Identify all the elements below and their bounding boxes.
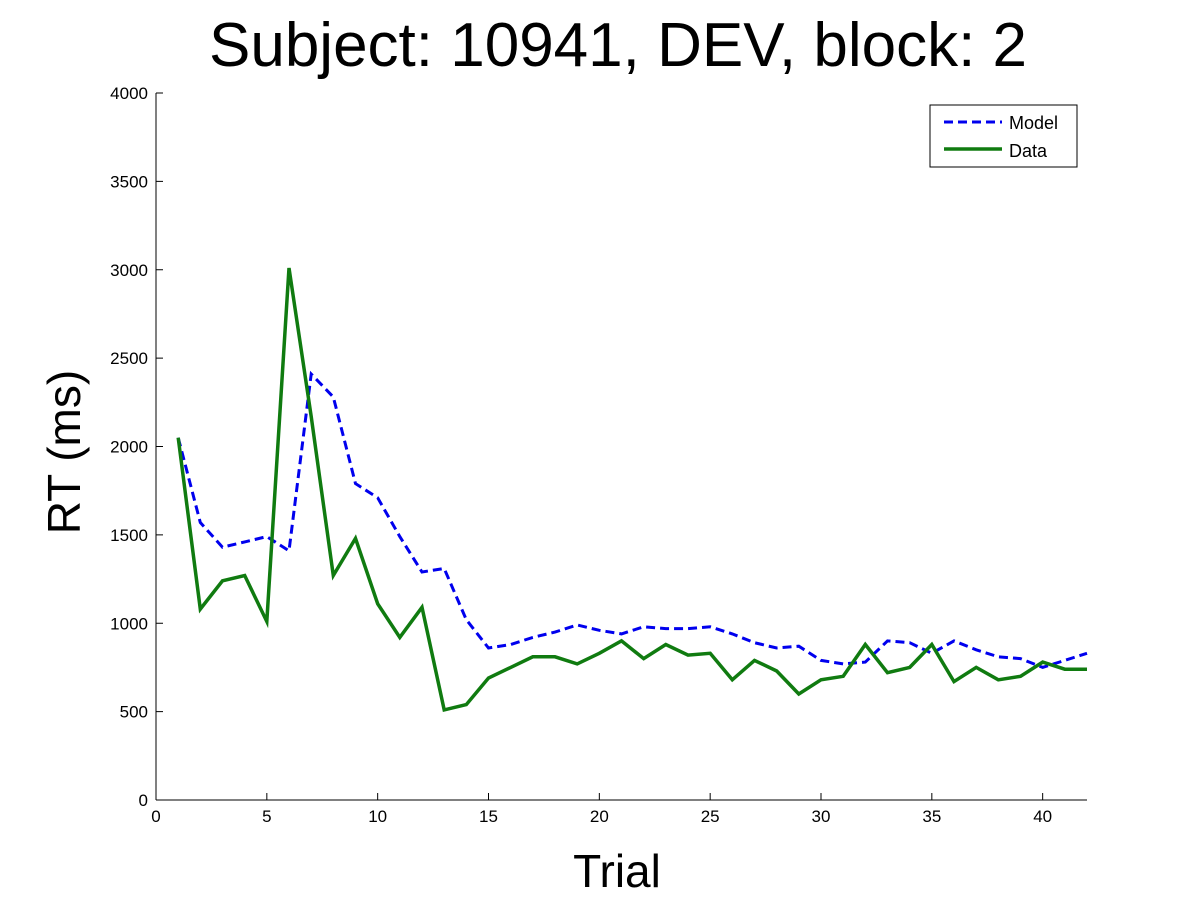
x-tick-label: 20	[590, 807, 609, 826]
y-tick-label: 500	[120, 703, 148, 722]
x-tick-label: 40	[1033, 807, 1052, 826]
legend: Model Data	[929, 104, 1078, 168]
x-tick-label: 35	[922, 807, 941, 826]
plot-background	[156, 93, 1087, 800]
y-tick-label: 2000	[110, 438, 148, 457]
chart-title: Subject: 10941, DEV, block: 2	[209, 11, 1027, 80]
y-ticks: 0 500 1000 1500 2000 2500 3000 3500 4000	[110, 84, 163, 810]
x-ticks: 0 5 10 15 20 25 30 35 40	[151, 793, 1052, 826]
x-tick-label: 15	[479, 807, 498, 826]
x-axis-label: Trial	[573, 845, 661, 897]
y-tick-label: 0	[139, 791, 148, 810]
y-tick-label: 4000	[110, 84, 148, 103]
plot-area	[156, 93, 1088, 800]
legend-label-model: Model	[1009, 113, 1058, 133]
legend-box	[929, 104, 1078, 168]
x-tick-label: 5	[262, 807, 271, 826]
series-line-data	[176, 267, 1087, 713]
y-tick-label: 1000	[110, 614, 148, 633]
x-tick-label: 30	[812, 807, 831, 826]
x-tick-label: 0	[151, 807, 160, 826]
y-tick-label: 3500	[110, 172, 148, 191]
legend-label-data: Data	[1009, 141, 1048, 161]
y-tick-label: 1500	[110, 526, 148, 545]
y-axis-label: RT (ms)	[38, 370, 90, 534]
series-layer	[176, 267, 1088, 713]
axes: 0 5 10 15 20 25 30 35 40 0 500 1000 1500 2000 2500 300…	[110, 84, 1087, 826]
x-tick-label: 10	[368, 807, 387, 826]
x-tick-label: 25	[701, 807, 720, 826]
y-tick-label: 3000	[110, 261, 148, 280]
y-tick-label: 2500	[110, 349, 148, 368]
